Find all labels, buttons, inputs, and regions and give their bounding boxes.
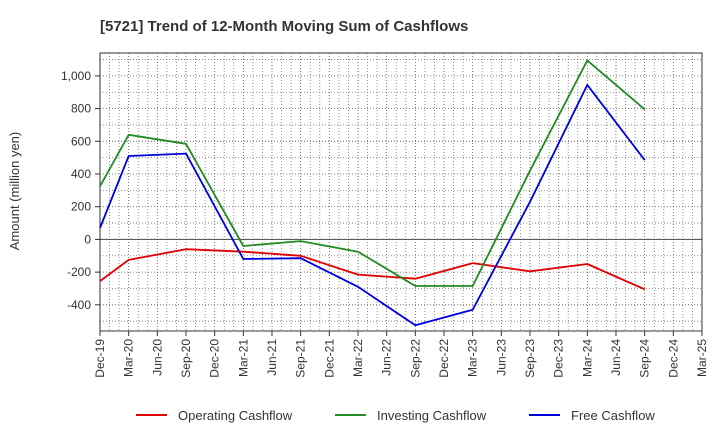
x-tick-label: Mar-21 [236,339,250,377]
x-tick-label: Jun-22 [380,339,394,376]
investing-cashflow-line [99,59,646,287]
legend-label: Investing Cashflow [377,408,487,423]
plot-background [100,53,702,331]
x-tick-label: Jun-20 [150,339,164,376]
y-tick-label: 600 [71,134,91,148]
y-tick-label: 800 [71,102,91,116]
legend-label: Operating Cashflow [178,408,293,423]
y-tick-label: 0 [84,232,91,246]
grid [99,53,703,331]
series-lines [99,59,646,327]
x-tick-label: Mar-25 [695,339,709,377]
y-tick-label: 200 [71,200,91,214]
axes: -400 -200 0 200 400 600 800 1,000 Dec-19 Mar-20 Ju… [61,52,709,378]
x-tick-label: Mar-24 [580,339,594,377]
y-tick-label: 1,000 [61,69,91,83]
x-tick-label: Sep-20 [179,339,193,378]
x-tick-label: Dec-20 [208,339,222,378]
y-tick-label: 400 [71,167,91,181]
x-tick-label: Sep-22 [408,339,422,378]
x-tick-label: Mar-23 [466,339,480,377]
x-tick-label: Jun-23 [494,339,508,376]
x-tick-label: Jun-21 [265,339,279,376]
x-tick-label: Dec-24 [666,339,680,378]
x-tick-label: Dec-19 [93,339,107,378]
free-cashflow-line [99,84,646,327]
y-tick-label: -400 [67,298,91,312]
y-tick-label: -200 [67,265,91,279]
x-tick-label: Mar-22 [351,339,365,377]
x-tick-label: Sep-23 [523,339,537,378]
chart-title: [5721] Trend of 12-Month Moving Sum of C… [100,18,468,35]
legend-label: Free Cashflow [571,408,655,423]
x-tick-label: Dec-22 [437,339,451,378]
operating-cashflow-line [99,248,646,291]
x-tick-label: Dec-23 [552,339,566,378]
plot-frame [99,52,703,332]
x-tick-label: Mar-20 [122,339,136,377]
legend: Operating Cashflow Investing Cashflow Free… [136,408,655,423]
x-tick-label: Sep-21 [294,339,308,378]
x-tick-label: Jun-24 [609,339,623,376]
y-axis-label: Amount (million yen) [7,132,22,251]
x-tick-label: Sep-24 [638,339,652,378]
x-tick-label: Dec-21 [322,339,336,378]
